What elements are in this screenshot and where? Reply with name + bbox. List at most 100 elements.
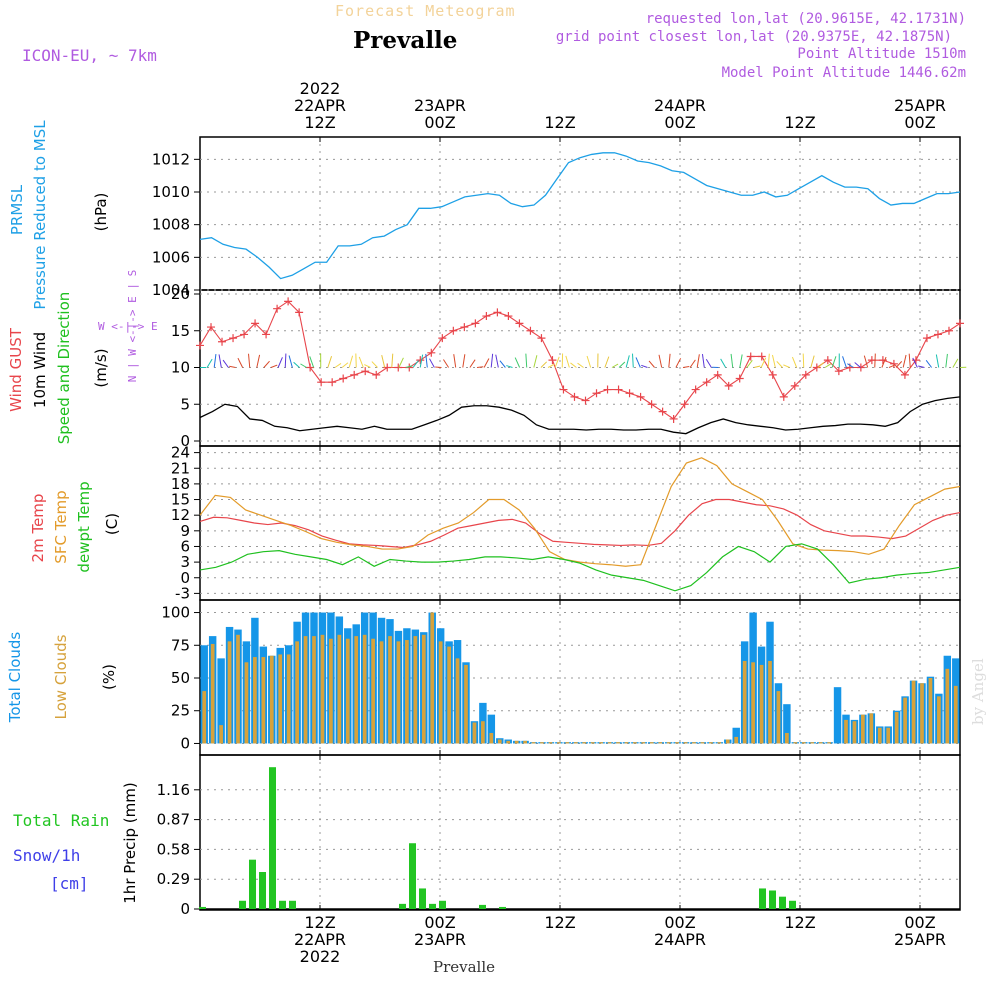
low-cloud-bar [818,742,823,744]
time-label: 25APR [894,930,946,949]
wind-direction-arrow [263,360,270,368]
gust-point [834,367,843,376]
total-cloud-bar [783,704,791,744]
y-tick-label: 24 [171,444,190,462]
wind-direction-arrow [398,357,404,368]
rain-label: Total Rain [13,811,109,830]
time-label: 12Z [544,913,575,932]
gust-point [537,334,546,343]
low-cloud-bar [430,612,435,744]
yaxis-1: 1004 1006 1008 1010 1012 [152,150,960,299]
wind-direction-arrow [760,357,767,368]
wind-direction-arrow [701,354,705,368]
low-cloud-bar [624,742,629,744]
total-clouds-label: Total Clouds [6,632,24,724]
snow-label: Snow/1h [13,846,80,865]
footer-station: Prevalle [433,958,495,976]
low-cloud-bar [413,636,418,744]
wind-direction-arrow [248,353,251,368]
y-tick-label: 3 [180,553,190,571]
low-cloud-bar [506,740,511,744]
wind-direction-arrow [490,353,494,368]
wind-direction-arrow [222,359,229,368]
low-cloud-bar [649,742,654,744]
low-cloud-bar [827,742,831,744]
low-cloud-bar [329,638,333,744]
wind-direction-arrow [895,361,903,368]
temp-line-2 [199,457,961,567]
wind-direction-arrow [632,353,634,368]
pressure-line [199,152,961,280]
wind-direction-arrow [874,353,876,368]
y-tick-label: 9 [180,522,190,540]
low-cloud-bar [785,732,789,744]
low-cloud-bar [286,654,291,744]
low-cloud-bar [920,683,924,744]
wind-direction-arrow [625,355,630,368]
y-tick-label: 21 [171,459,190,477]
low-cloud-bar [261,657,266,744]
model-point-altitude: Model Point Altitude 1446.62m [722,65,966,81]
time-label: 25APR [894,96,946,115]
wind-direction-arrow [730,353,734,368]
panel-frame [199,445,961,601]
gust-point [317,378,326,387]
gust-point [394,363,403,372]
gust-point [856,363,865,372]
compass-legend: N | W <-|-> E | SW <-|-> E [98,270,158,383]
y-tick-label: 15 [171,491,190,509]
wind-direction-arrow [802,353,805,368]
low-cloud-bar [312,636,316,744]
time-label: 24APR [654,96,706,115]
y-tick-label: 12 [171,506,190,524]
wind-direction-arrow [746,359,753,368]
station-title: Prevalle [353,27,457,54]
wind-direction-arrow [533,355,538,368]
wind-direction-arrow [586,355,592,368]
y-tick-label: 20 [171,285,190,303]
wind-direction-arrow [952,358,959,368]
panel-1 [199,136,961,291]
wind-direction-arrow [682,366,690,368]
y-tick-label: 5 [180,395,190,413]
low-cloud-bar [852,721,857,744]
low-cloud-bar [337,634,342,744]
y-tick-label: 1006 [152,248,190,266]
time-label: 00Z [664,913,695,932]
time-label: 23APR [414,930,466,949]
wind-direction-arrow [863,355,869,368]
wind-label: 10m Wind [31,332,49,408]
rain-bar [279,900,286,909]
time-label: 22APR [294,96,346,115]
low-cloud-bar [911,680,916,744]
gust-point [823,356,832,365]
model-name: ICON-EU, ~ 7km [22,46,157,65]
low-cloud-bar [523,740,527,744]
gust-point [735,374,744,383]
requested-lonlat: requested lon,lat (20.9615E, 42.1731N) [646,11,966,27]
low-cloud-bar [590,742,595,744]
low-cloud-bar [607,742,612,744]
wind-direction-arrow [720,358,727,368]
wind-direction-arrow [902,354,907,368]
temp2m-label: 2m Temp [29,494,47,563]
compass-horizontal: W <-|-> E [98,320,158,333]
time-label: 00Z [904,113,935,132]
wind-direction-arrow [270,364,278,368]
low-cloud-bar [455,658,460,744]
y-tick-label: 1012 [152,150,190,168]
low-cloud-bar [751,662,755,744]
y-tick-label: -3 [175,584,190,602]
y-tick-label: 1008 [152,216,190,234]
gust-point [240,330,249,339]
low-cloud-bar [666,742,671,744]
wind-unit: (m/s) [92,348,110,387]
low-cloud-bar [219,725,223,744]
time-label: 23APR [414,96,466,115]
rain-bar [199,906,206,909]
low-cloud-bar [861,714,865,744]
wind-direction-arrow [565,355,570,368]
temp-line-1 [199,498,961,549]
